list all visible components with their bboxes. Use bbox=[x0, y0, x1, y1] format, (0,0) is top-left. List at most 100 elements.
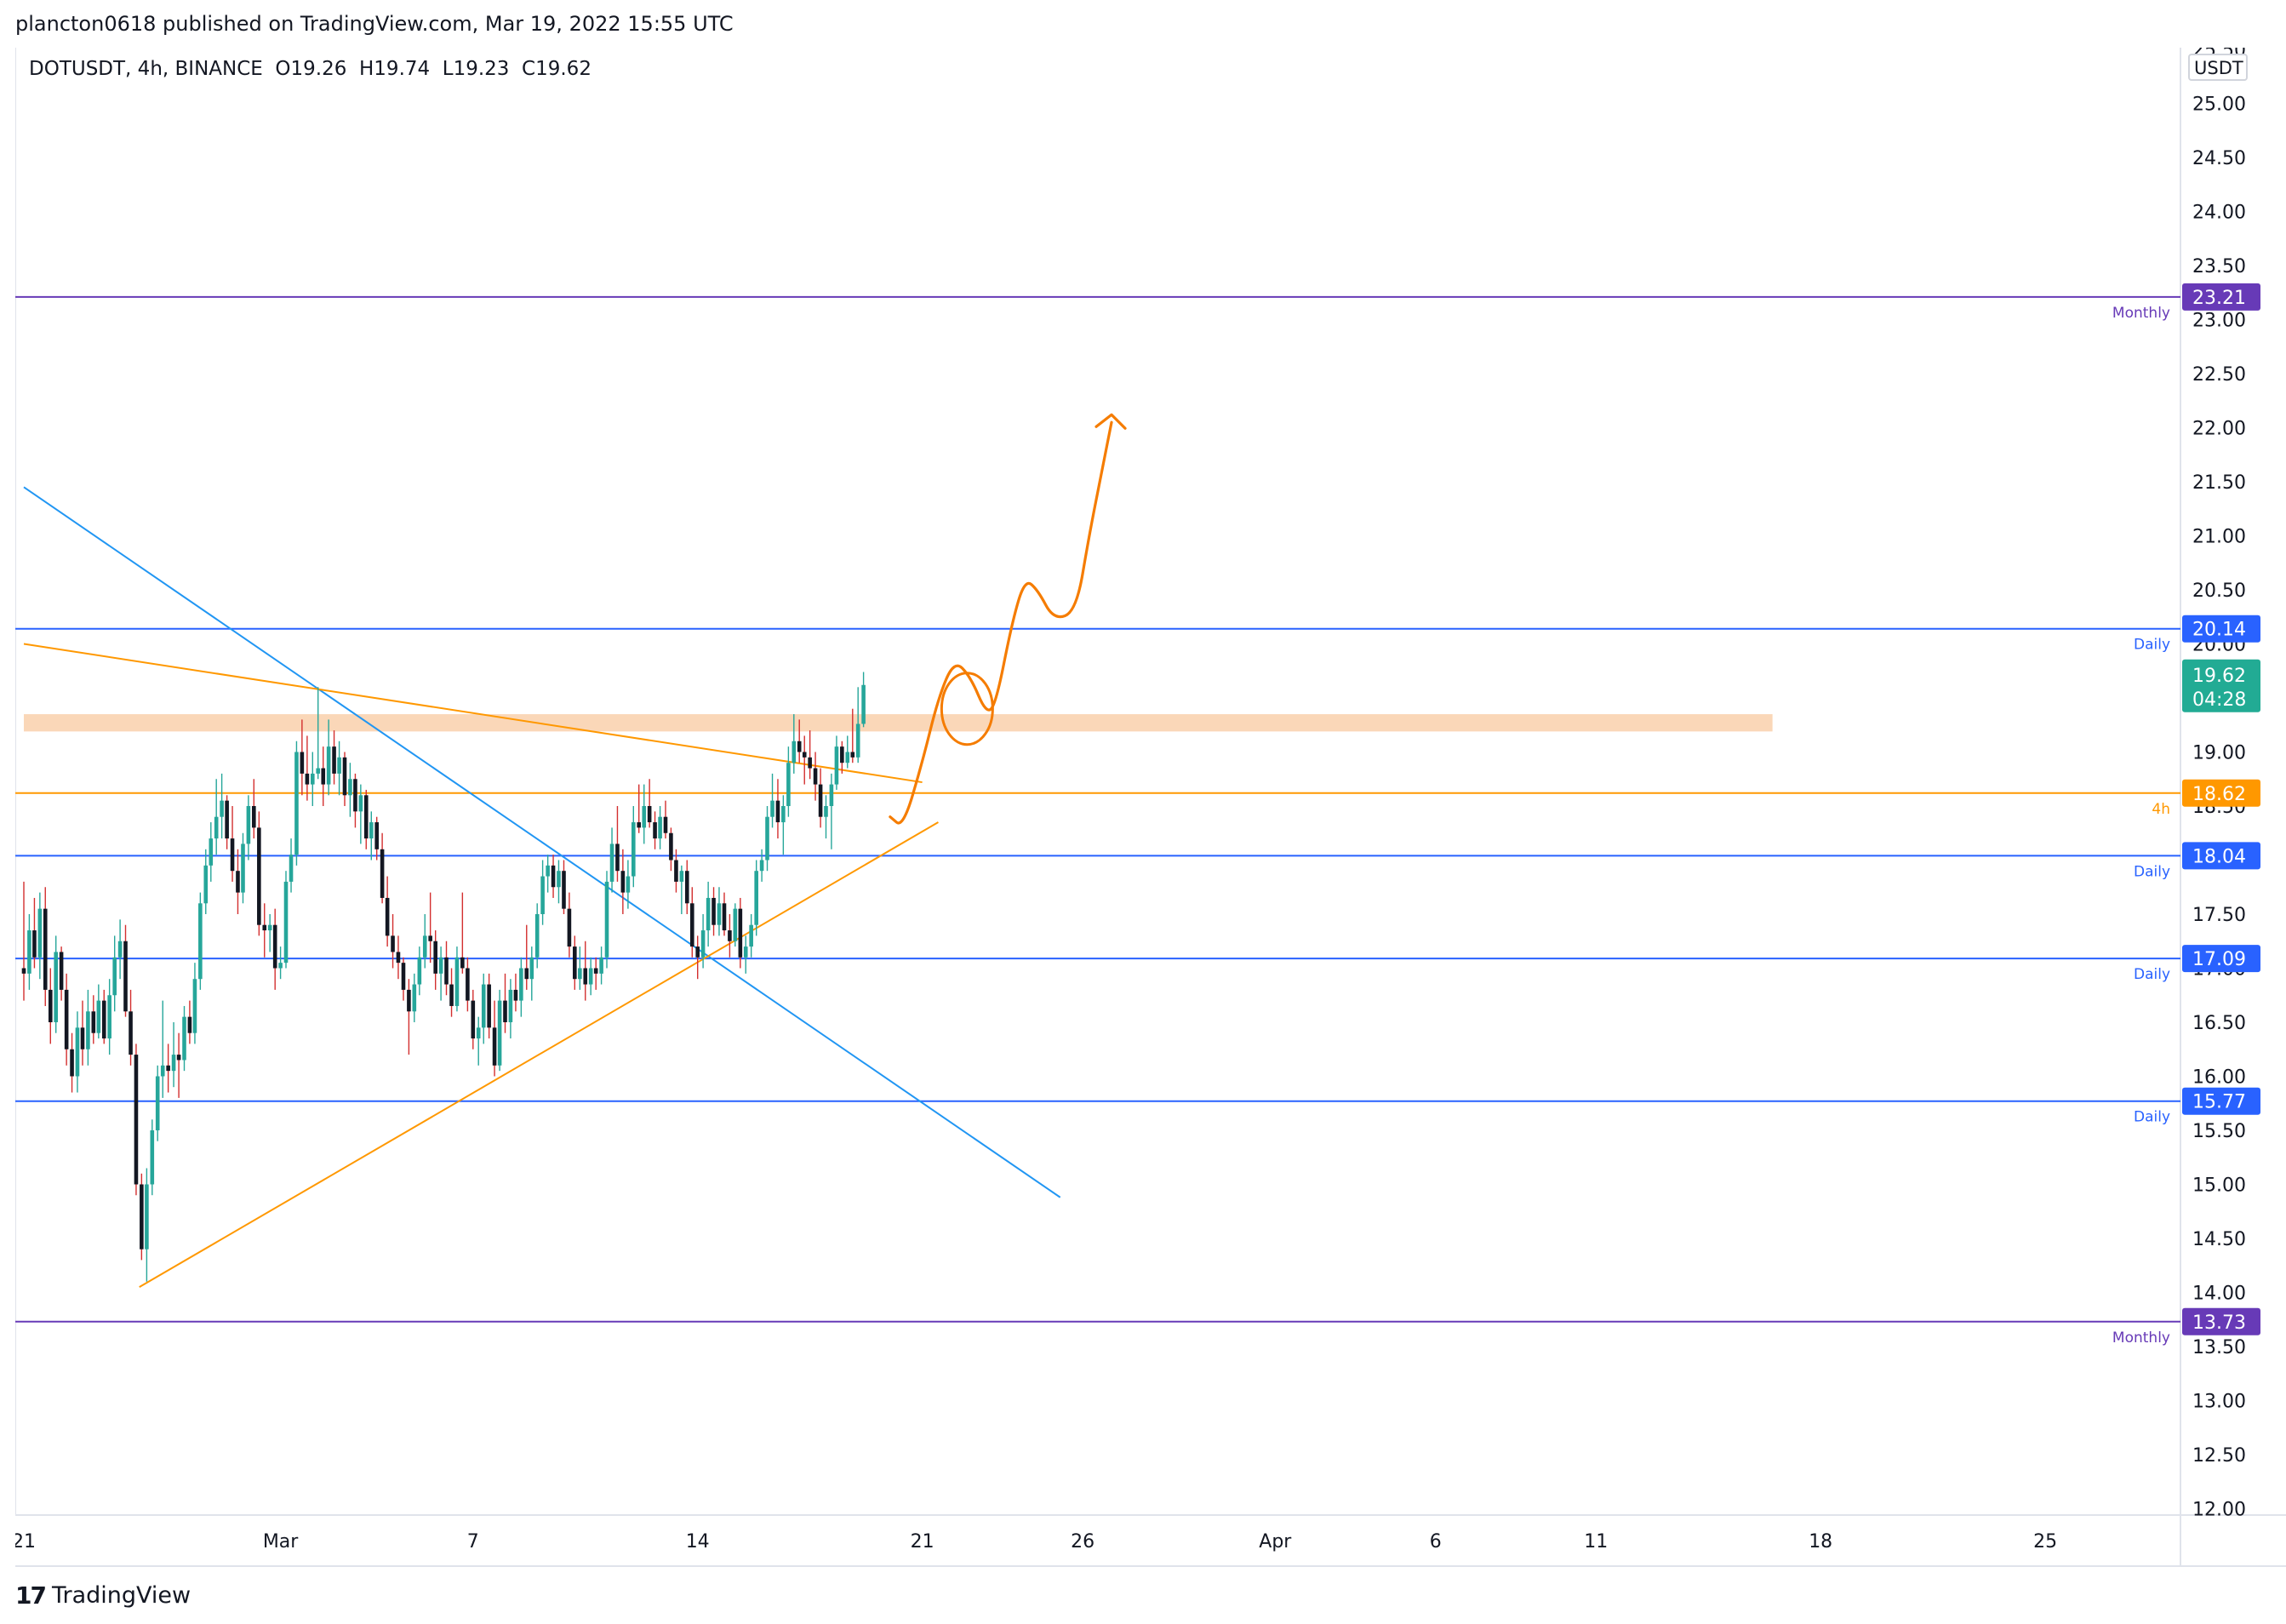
supply-zone-rect bbox=[24, 714, 1773, 732]
candle-body bbox=[578, 968, 582, 980]
candle-body bbox=[428, 935, 432, 941]
candle-body bbox=[300, 752, 305, 774]
candle-body bbox=[187, 1016, 192, 1033]
y-tick-label: 12.50 bbox=[2192, 1445, 2246, 1467]
y-tick-label: 19.00 bbox=[2192, 743, 2246, 764]
candle-body bbox=[454, 957, 460, 1006]
x-tick-label: 18 bbox=[1809, 1531, 1832, 1553]
candle-body bbox=[407, 989, 411, 1012]
candle-body bbox=[422, 935, 427, 958]
level-badge-value: 15.77 bbox=[2192, 1092, 2246, 1113]
y-tick-label: 25.00 bbox=[2192, 94, 2246, 116]
candle-body bbox=[802, 752, 807, 758]
candle-body bbox=[476, 1027, 481, 1039]
candle-body bbox=[203, 865, 209, 904]
candle-body bbox=[101, 1000, 106, 1039]
candle-body bbox=[481, 984, 486, 1028]
candle-body bbox=[669, 832, 673, 861]
level-badge bbox=[2182, 283, 2260, 311]
candle-body bbox=[278, 963, 283, 969]
candle-body bbox=[519, 968, 523, 1001]
tradingview-logo-icon: 17 bbox=[15, 1581, 47, 1610]
x-tick-label: 25 bbox=[2033, 1531, 2057, 1553]
candle-body bbox=[684, 871, 689, 904]
candlestick-chart[interactable]: Monthly Daily 4h Daily Daily Daily Monthly 12.… bbox=[15, 48, 2286, 1570]
y-tick-label: 23.00 bbox=[2192, 311, 2246, 332]
candle-body bbox=[171, 1055, 176, 1072]
candle-body bbox=[855, 723, 860, 758]
candle-body bbox=[765, 816, 769, 861]
candle-body bbox=[792, 741, 797, 763]
level-badge-value: 17.09 bbox=[2192, 949, 2246, 970]
y-tick-label: 13.00 bbox=[2192, 1392, 2246, 1413]
y-tick-label: 16.00 bbox=[2192, 1067, 2246, 1089]
candle-body bbox=[150, 1130, 155, 1185]
candle-body bbox=[401, 963, 406, 990]
currency-label: USDT bbox=[2194, 58, 2243, 78]
candle-body bbox=[781, 806, 786, 823]
level-tag-monthly: Monthly bbox=[2112, 305, 2170, 322]
chart-frame: Monthly Daily 4h Daily Daily Daily Monthly 12.… bbox=[15, 48, 2286, 1570]
candle-body bbox=[546, 865, 550, 877]
level-tag-daily: Daily bbox=[2134, 863, 2170, 880]
candle-body bbox=[722, 903, 727, 931]
tradingview-footer[interactable]: 17 TradingView bbox=[15, 1581, 191, 1610]
candle-body bbox=[321, 768, 326, 785]
candle-body bbox=[262, 924, 267, 931]
candle-body bbox=[770, 800, 774, 817]
candle-body bbox=[246, 806, 251, 844]
candle-body bbox=[311, 773, 315, 785]
y-tick-label: 14.50 bbox=[2192, 1229, 2246, 1250]
candle-body bbox=[466, 968, 470, 1001]
candle-body bbox=[487, 984, 491, 1028]
y-tick-label: 21.00 bbox=[2192, 527, 2246, 548]
candle-body bbox=[438, 957, 443, 974]
candle-body bbox=[198, 903, 203, 980]
candle-body bbox=[695, 946, 700, 958]
candle-body bbox=[54, 952, 58, 1022]
candle-body bbox=[192, 979, 197, 1033]
candle-body bbox=[353, 779, 357, 812]
y-tick-label: 13.50 bbox=[2192, 1337, 2246, 1358]
candle-body bbox=[642, 806, 647, 828]
chart-borders bbox=[15, 48, 2286, 1567]
x-tick-label: Apr bbox=[1259, 1531, 1292, 1553]
level-badge-value: 18.04 bbox=[2192, 846, 2246, 867]
level-badge-value: 23.21 bbox=[2192, 288, 2246, 309]
candle-body bbox=[176, 1055, 181, 1061]
candle-body bbox=[160, 1065, 165, 1077]
candle-body bbox=[305, 773, 310, 785]
x-tick-label: 11 bbox=[1584, 1531, 1608, 1553]
candle-body bbox=[107, 995, 111, 1039]
candle-body bbox=[236, 871, 240, 893]
candle-body bbox=[396, 952, 401, 964]
candle-body bbox=[647, 806, 652, 823]
candle-body bbox=[632, 822, 636, 877]
x-tick-label: 14 bbox=[686, 1531, 710, 1553]
candle-body bbox=[140, 1184, 144, 1249]
candle-body bbox=[289, 855, 294, 882]
projection-path bbox=[889, 420, 1113, 825]
candle-body bbox=[834, 746, 839, 785]
candle-body bbox=[609, 843, 614, 882]
candle-body bbox=[252, 806, 256, 828]
candle-body bbox=[155, 1076, 160, 1130]
candle-body bbox=[583, 968, 588, 985]
candle-body bbox=[385, 897, 390, 936]
candle-body bbox=[145, 1184, 149, 1249]
x-tick-label: 21 bbox=[911, 1531, 934, 1553]
level-lines: Monthly Daily 4h Daily Daily Daily Monthly bbox=[15, 295, 2180, 1347]
candle-body bbox=[492, 1027, 497, 1066]
projection-drawing bbox=[889, 413, 1127, 825]
countdown-value: 04:28 bbox=[2192, 689, 2246, 711]
candle-body bbox=[75, 1027, 80, 1077]
candle-body bbox=[182, 1016, 186, 1061]
candle-body bbox=[332, 746, 336, 774]
candle-body bbox=[80, 1027, 85, 1049]
time-axis: 21 Mar 7 14 21 26 Apr 6 11 18 25 bbox=[15, 1531, 2057, 1553]
currency-box bbox=[2188, 54, 2248, 81]
y-tick-label: 20.50 bbox=[2192, 580, 2246, 602]
candle-body bbox=[91, 1011, 96, 1033]
candle-body bbox=[503, 1000, 507, 1022]
candle-body bbox=[818, 784, 823, 817]
